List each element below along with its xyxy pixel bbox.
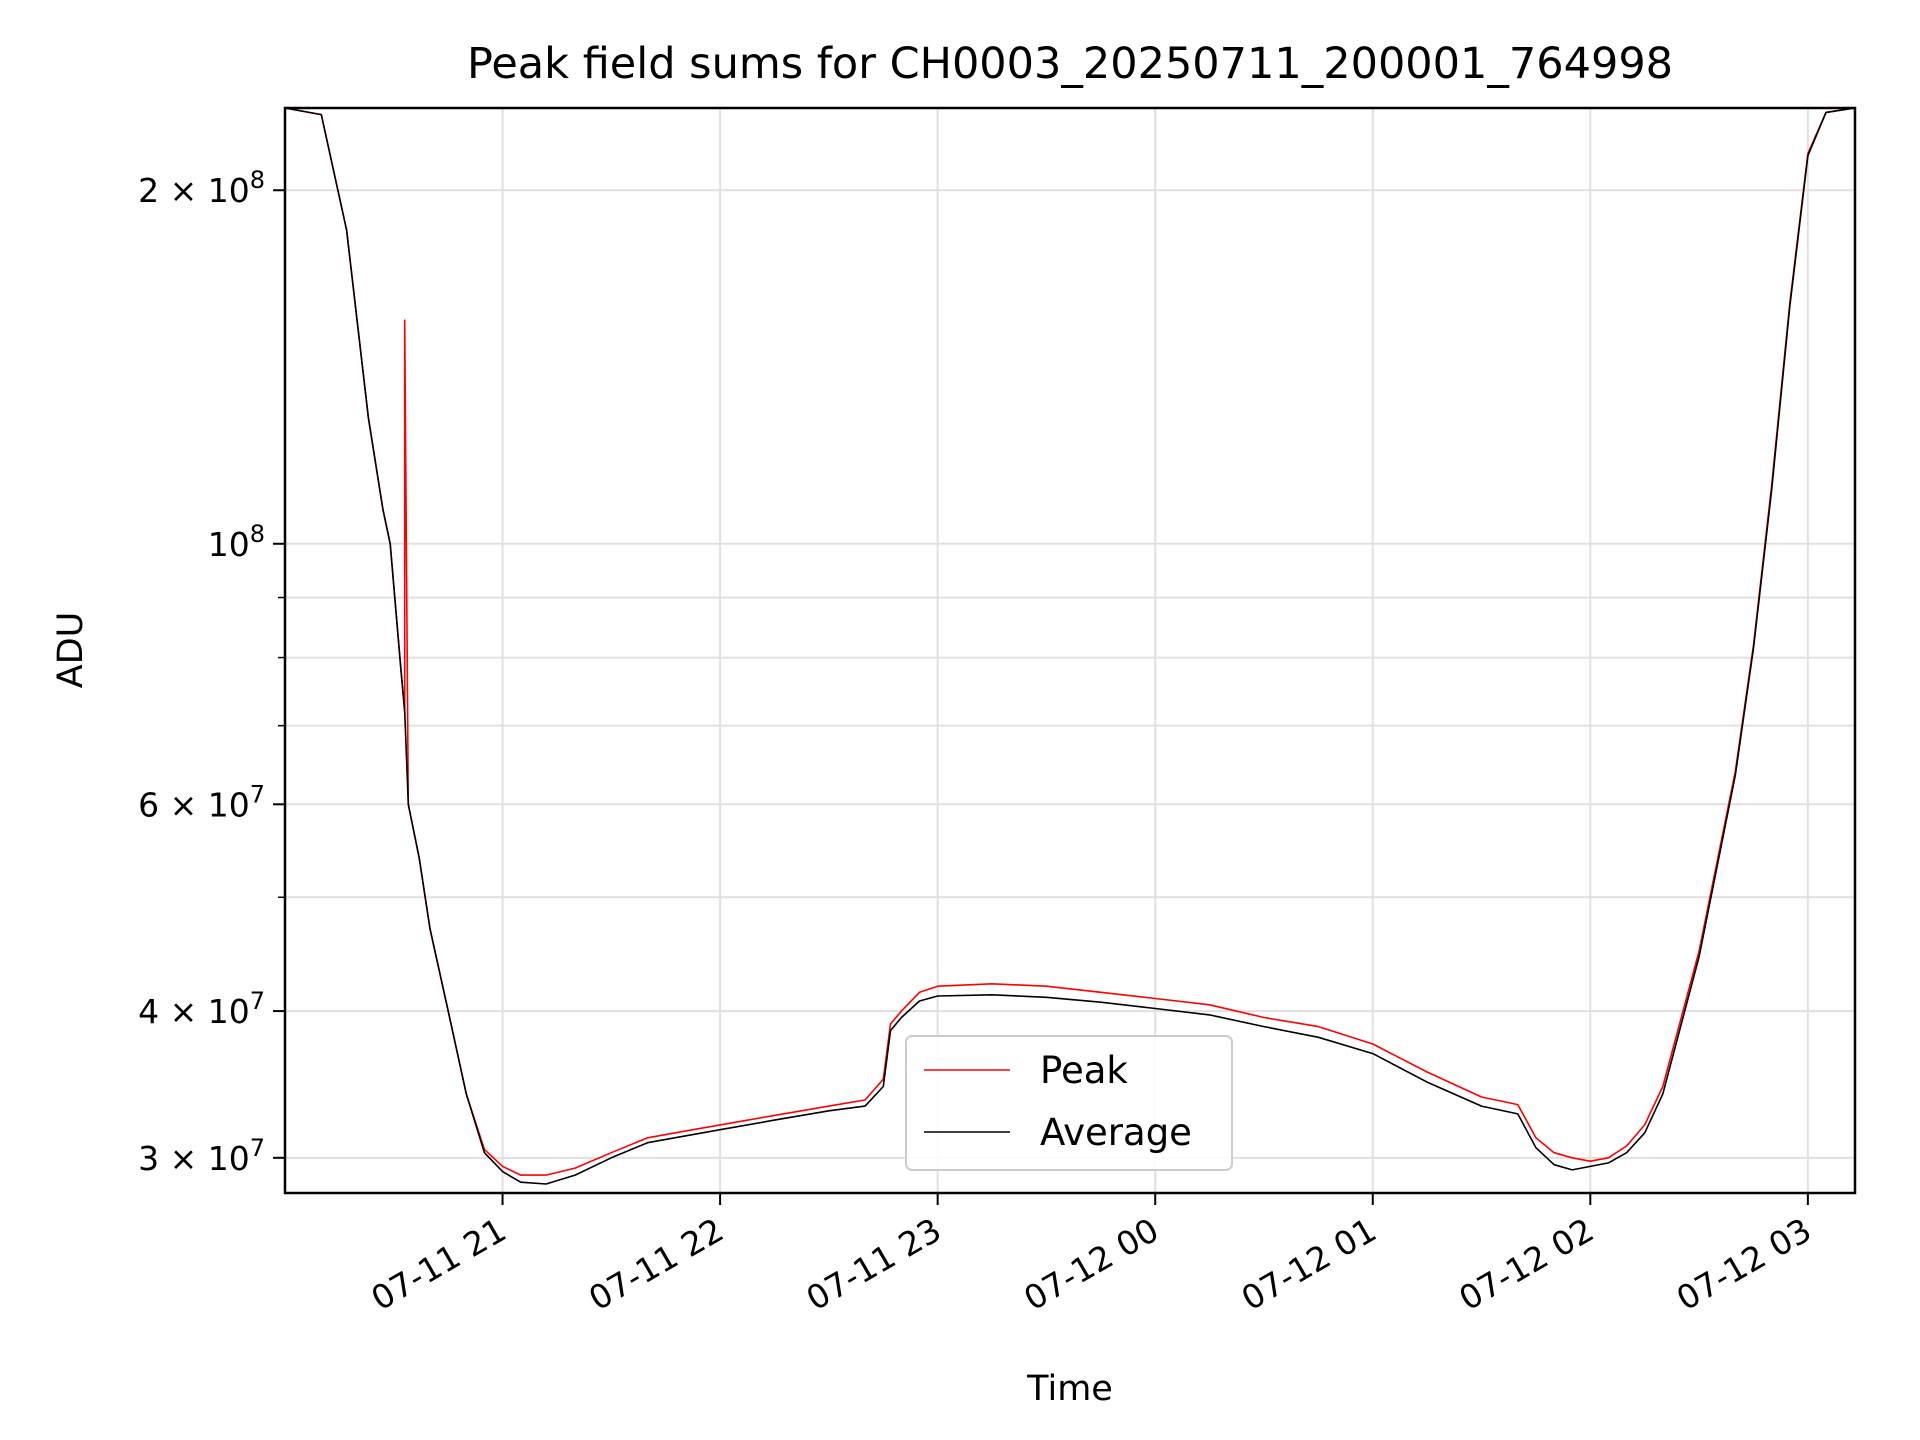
x-axis-label: Time [1026,1369,1113,1409]
legend-average-label: Average [1040,1111,1192,1154]
series-layer [284,107,1856,1185]
y-tick-label: 108 [208,520,265,564]
plot-frame [283,106,1857,1195]
y-axis-label: ADU [51,612,91,689]
y-tick-label: 2 × 108 [138,166,265,210]
y-tick-label: 4 × 107 [138,987,265,1031]
legend: Peak Average [905,1035,1233,1171]
series-line-average [284,107,1856,1185]
chart-title: Peak field sums for CH0003_20250711_2000… [467,39,1673,89]
y-tick-label: 6 × 107 [138,780,265,824]
y-tick-label: 3 × 107 [138,1134,265,1178]
legend-peak-label: Peak [1040,1049,1128,1092]
grid-layer [285,108,1855,1193]
